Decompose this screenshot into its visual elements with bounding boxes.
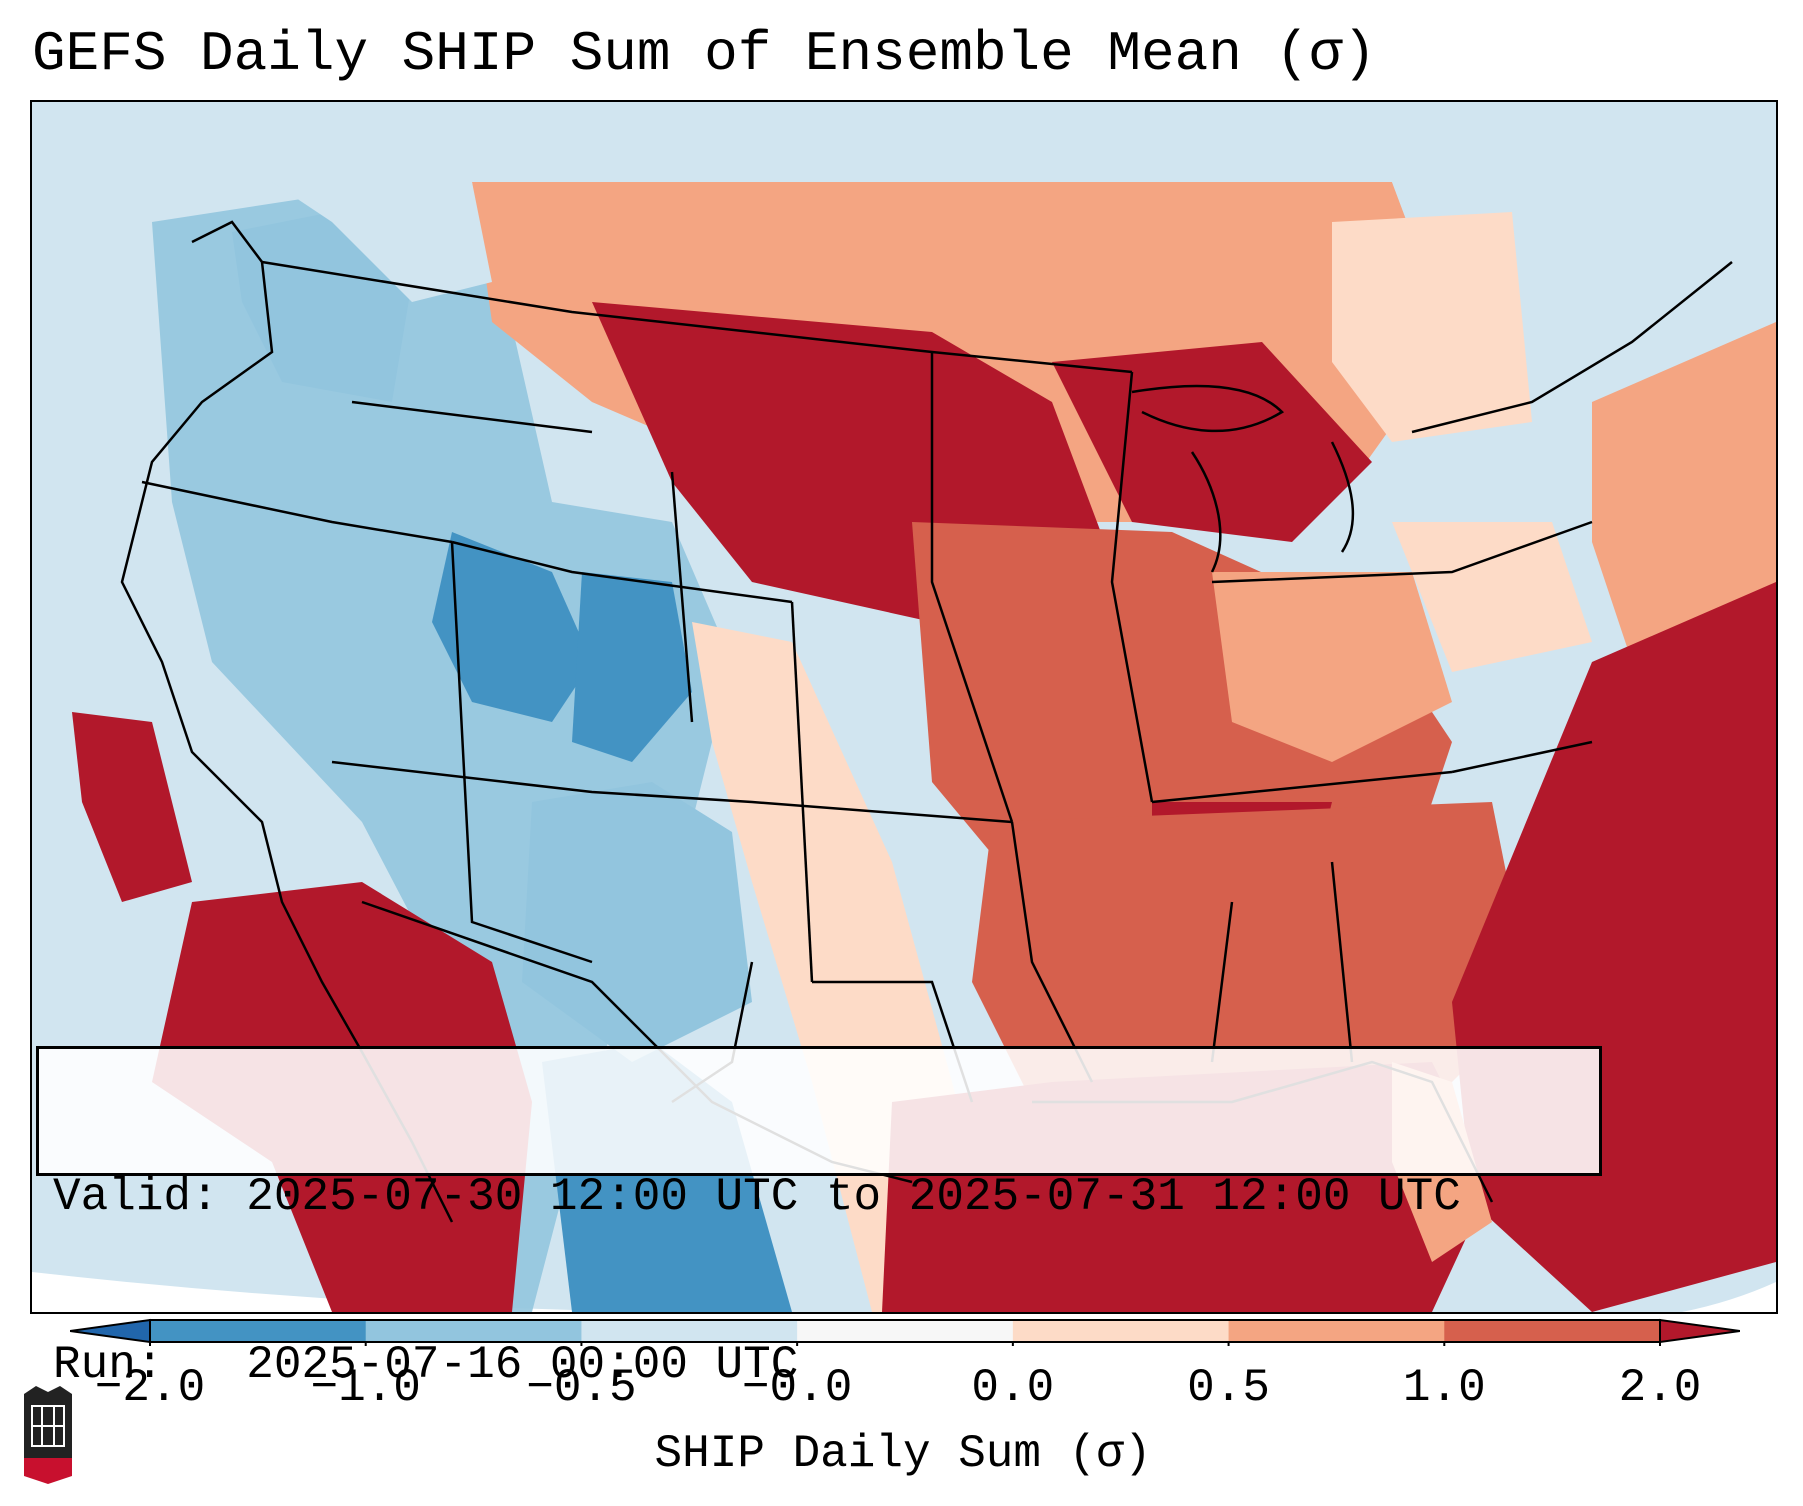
colorbar-tick-label: 0.5 [1187, 1362, 1270, 1414]
colorbar-tick-label: 2.0 [1618, 1362, 1702, 1414]
map-title: GEFS Daily SHIP Sum of Ensemble Mean (σ) [32, 22, 1377, 86]
colorbar-tick-label: −1.0 [310, 1362, 421, 1414]
colorbar-label: SHIP Daily Sum (σ) [654, 1428, 1152, 1480]
colorbar [70, 1318, 1740, 1346]
off-domain-area [1682, 1282, 1776, 1312]
colorbar-tick-label: −0.5 [526, 1362, 637, 1414]
field-pacific [72, 712, 192, 902]
field-great-basin [152, 182, 732, 1312]
field-central-rockies [432, 532, 592, 722]
field-new-mexico [522, 782, 752, 1062]
colorbar-segment [365, 1320, 582, 1342]
field-colorado [572, 572, 692, 762]
colorbar-tick-label: −0.0 [741, 1362, 853, 1414]
field-southeast [972, 802, 1532, 1102]
colorbar-segment [1444, 1320, 1661, 1342]
field-alberta [272, 182, 492, 302]
field-ontario [1332, 212, 1532, 442]
off-domain-area [32, 1272, 832, 1312]
run-label: Run: [53, 1339, 164, 1391]
valid-value: 2025-07-30 12:00 UTC to 2025-07-31 12:00… [246, 1171, 1461, 1223]
valid-label: Valid: [53, 1171, 219, 1223]
run-value: 2025-07-16 00:00 UTC [246, 1339, 799, 1391]
colorbar-segment [581, 1320, 798, 1342]
colorbar-tick-label: −2.0 [94, 1362, 206, 1414]
field-northwest [232, 212, 412, 402]
valid-line: Valid: 2025-07-30 12:00 UTC to 2025-07-3… [53, 1169, 1585, 1225]
valid-run-info-box: Valid: 2025-07-30 12:00 UTC to 2025-07-3… [36, 1046, 1602, 1391]
colorbar-over-arrow [1659, 1318, 1740, 1344]
colorbar-outline [149, 1319, 1661, 1343]
field-new-england [1592, 322, 1776, 662]
colorbar-segment [1228, 1320, 1445, 1342]
colorbar-segment [797, 1320, 1014, 1342]
colorbar-segment [1012, 1320, 1230, 1342]
field-ohio-valley [1212, 572, 1452, 762]
colorbar-segment [150, 1320, 367, 1342]
field-pennsylvania [1392, 522, 1592, 672]
run-line: Run: 2025-07-16 00:00 UTC [53, 1337, 1585, 1393]
colorbar-tick-label: 1.0 [1402, 1362, 1486, 1414]
niu-logo [24, 1386, 72, 1484]
colorbar-under-arrow [70, 1318, 151, 1344]
colorbar-tick-label: 0.0 [971, 1362, 1055, 1414]
